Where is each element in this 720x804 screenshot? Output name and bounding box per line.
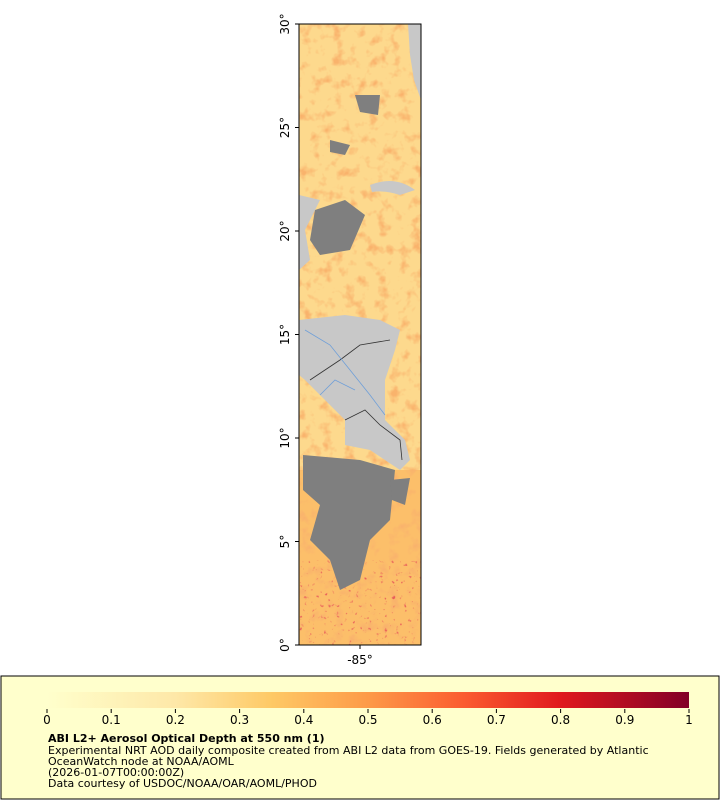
colorbar-tick-label: 0.1 <box>102 713 121 727</box>
lat-tick-label: 0° <box>278 638 292 652</box>
lat-tick-label: 25° <box>278 117 292 138</box>
colorbar-tick-label: 0.2 <box>166 713 185 727</box>
caption-line: Experimental NRT AOD daily composite cre… <box>48 744 649 757</box>
map-axes: 30° 25° 20° 15° 10° 5° 0° -85° <box>278 13 373 667</box>
caption-line: Data courtesy of USDOC/NOAA/OAR/AOML/PHO… <box>48 777 317 790</box>
colorbar-tick-label: 0.9 <box>615 713 634 727</box>
lat-tick-label: 15° <box>278 324 292 345</box>
colorbar-tick-label: 0 <box>43 713 51 727</box>
caption-title: ABI L2+ Aerosol Optical Depth at 550 nm … <box>48 732 325 745</box>
colorbar <box>47 692 689 708</box>
caption-line: (2026-01-07T00:00:00Z) <box>48 766 184 779</box>
colorbar-tick-label: 1 <box>685 713 693 727</box>
colorbar-tick-label: 0.3 <box>230 713 249 727</box>
colorbar-tick-label: 0.7 <box>487 713 506 727</box>
lon-tick-label: -85° <box>347 653 373 667</box>
lat-tick-label: 20° <box>278 220 292 241</box>
colorbar-tick-label: 0.6 <box>423 713 442 727</box>
lat-tick-label: 10° <box>278 427 292 448</box>
colorbar-tick-label: 0.5 <box>358 713 377 727</box>
map-image <box>299 24 421 645</box>
lat-tick-label: 5° <box>278 535 292 549</box>
colorbar-ticks: 0 0.1 0.2 0.3 0.4 0.5 0.6 0.7 0.8 0.9 1 <box>43 709 693 727</box>
colorbar-tick-label: 0.8 <box>551 713 570 727</box>
caption-line: OceanWatch node at NOAA/AOML <box>48 755 235 768</box>
colorbar-tick-label: 0.4 <box>294 713 313 727</box>
lat-tick-label: 30° <box>278 13 292 34</box>
